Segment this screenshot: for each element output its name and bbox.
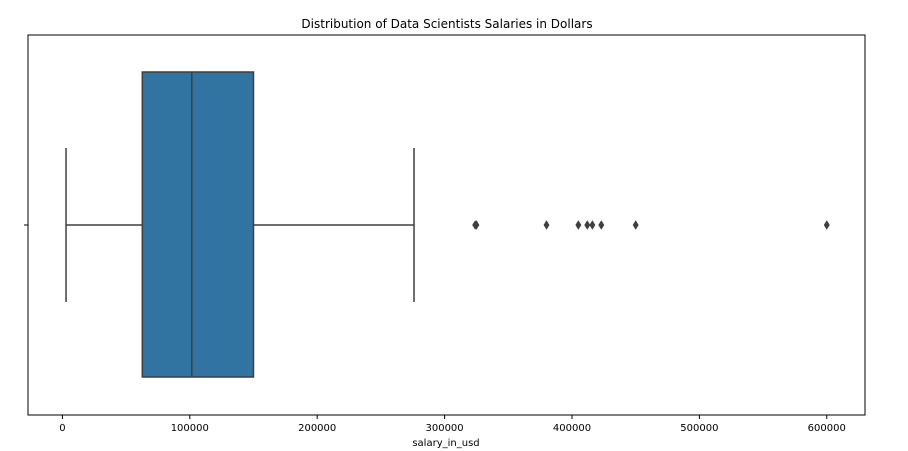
- outlier-point: [589, 220, 596, 230]
- x-tick-label: 600000: [808, 423, 846, 434]
- chart-title: Distribution of Data Scientists Salaries…: [301, 17, 592, 31]
- box-group: [65, 71, 415, 378]
- x-tick-label: 0: [59, 423, 65, 434]
- x-tick-label: 200000: [298, 423, 336, 434]
- outlier-point: [575, 220, 582, 230]
- outlier-point: [632, 220, 639, 230]
- outlier-point: [823, 220, 830, 230]
- outlier-point: [473, 220, 480, 230]
- iqr-box: [141, 71, 255, 378]
- x-tick-label: 100000: [171, 423, 209, 434]
- outlier-point: [584, 220, 591, 230]
- x-axis-ticks: 0 100000 200000 300000 400000 500000 600000: [59, 415, 846, 434]
- x-tick-label: 500000: [680, 423, 718, 434]
- x-tick-label: 400000: [553, 423, 591, 434]
- outlier-point: [543, 220, 550, 230]
- x-tick-label: 300000: [425, 423, 463, 434]
- outlier-group: [472, 220, 830, 230]
- outlier-point: [598, 220, 605, 230]
- x-axis-label: salary_in_usd: [412, 438, 479, 449]
